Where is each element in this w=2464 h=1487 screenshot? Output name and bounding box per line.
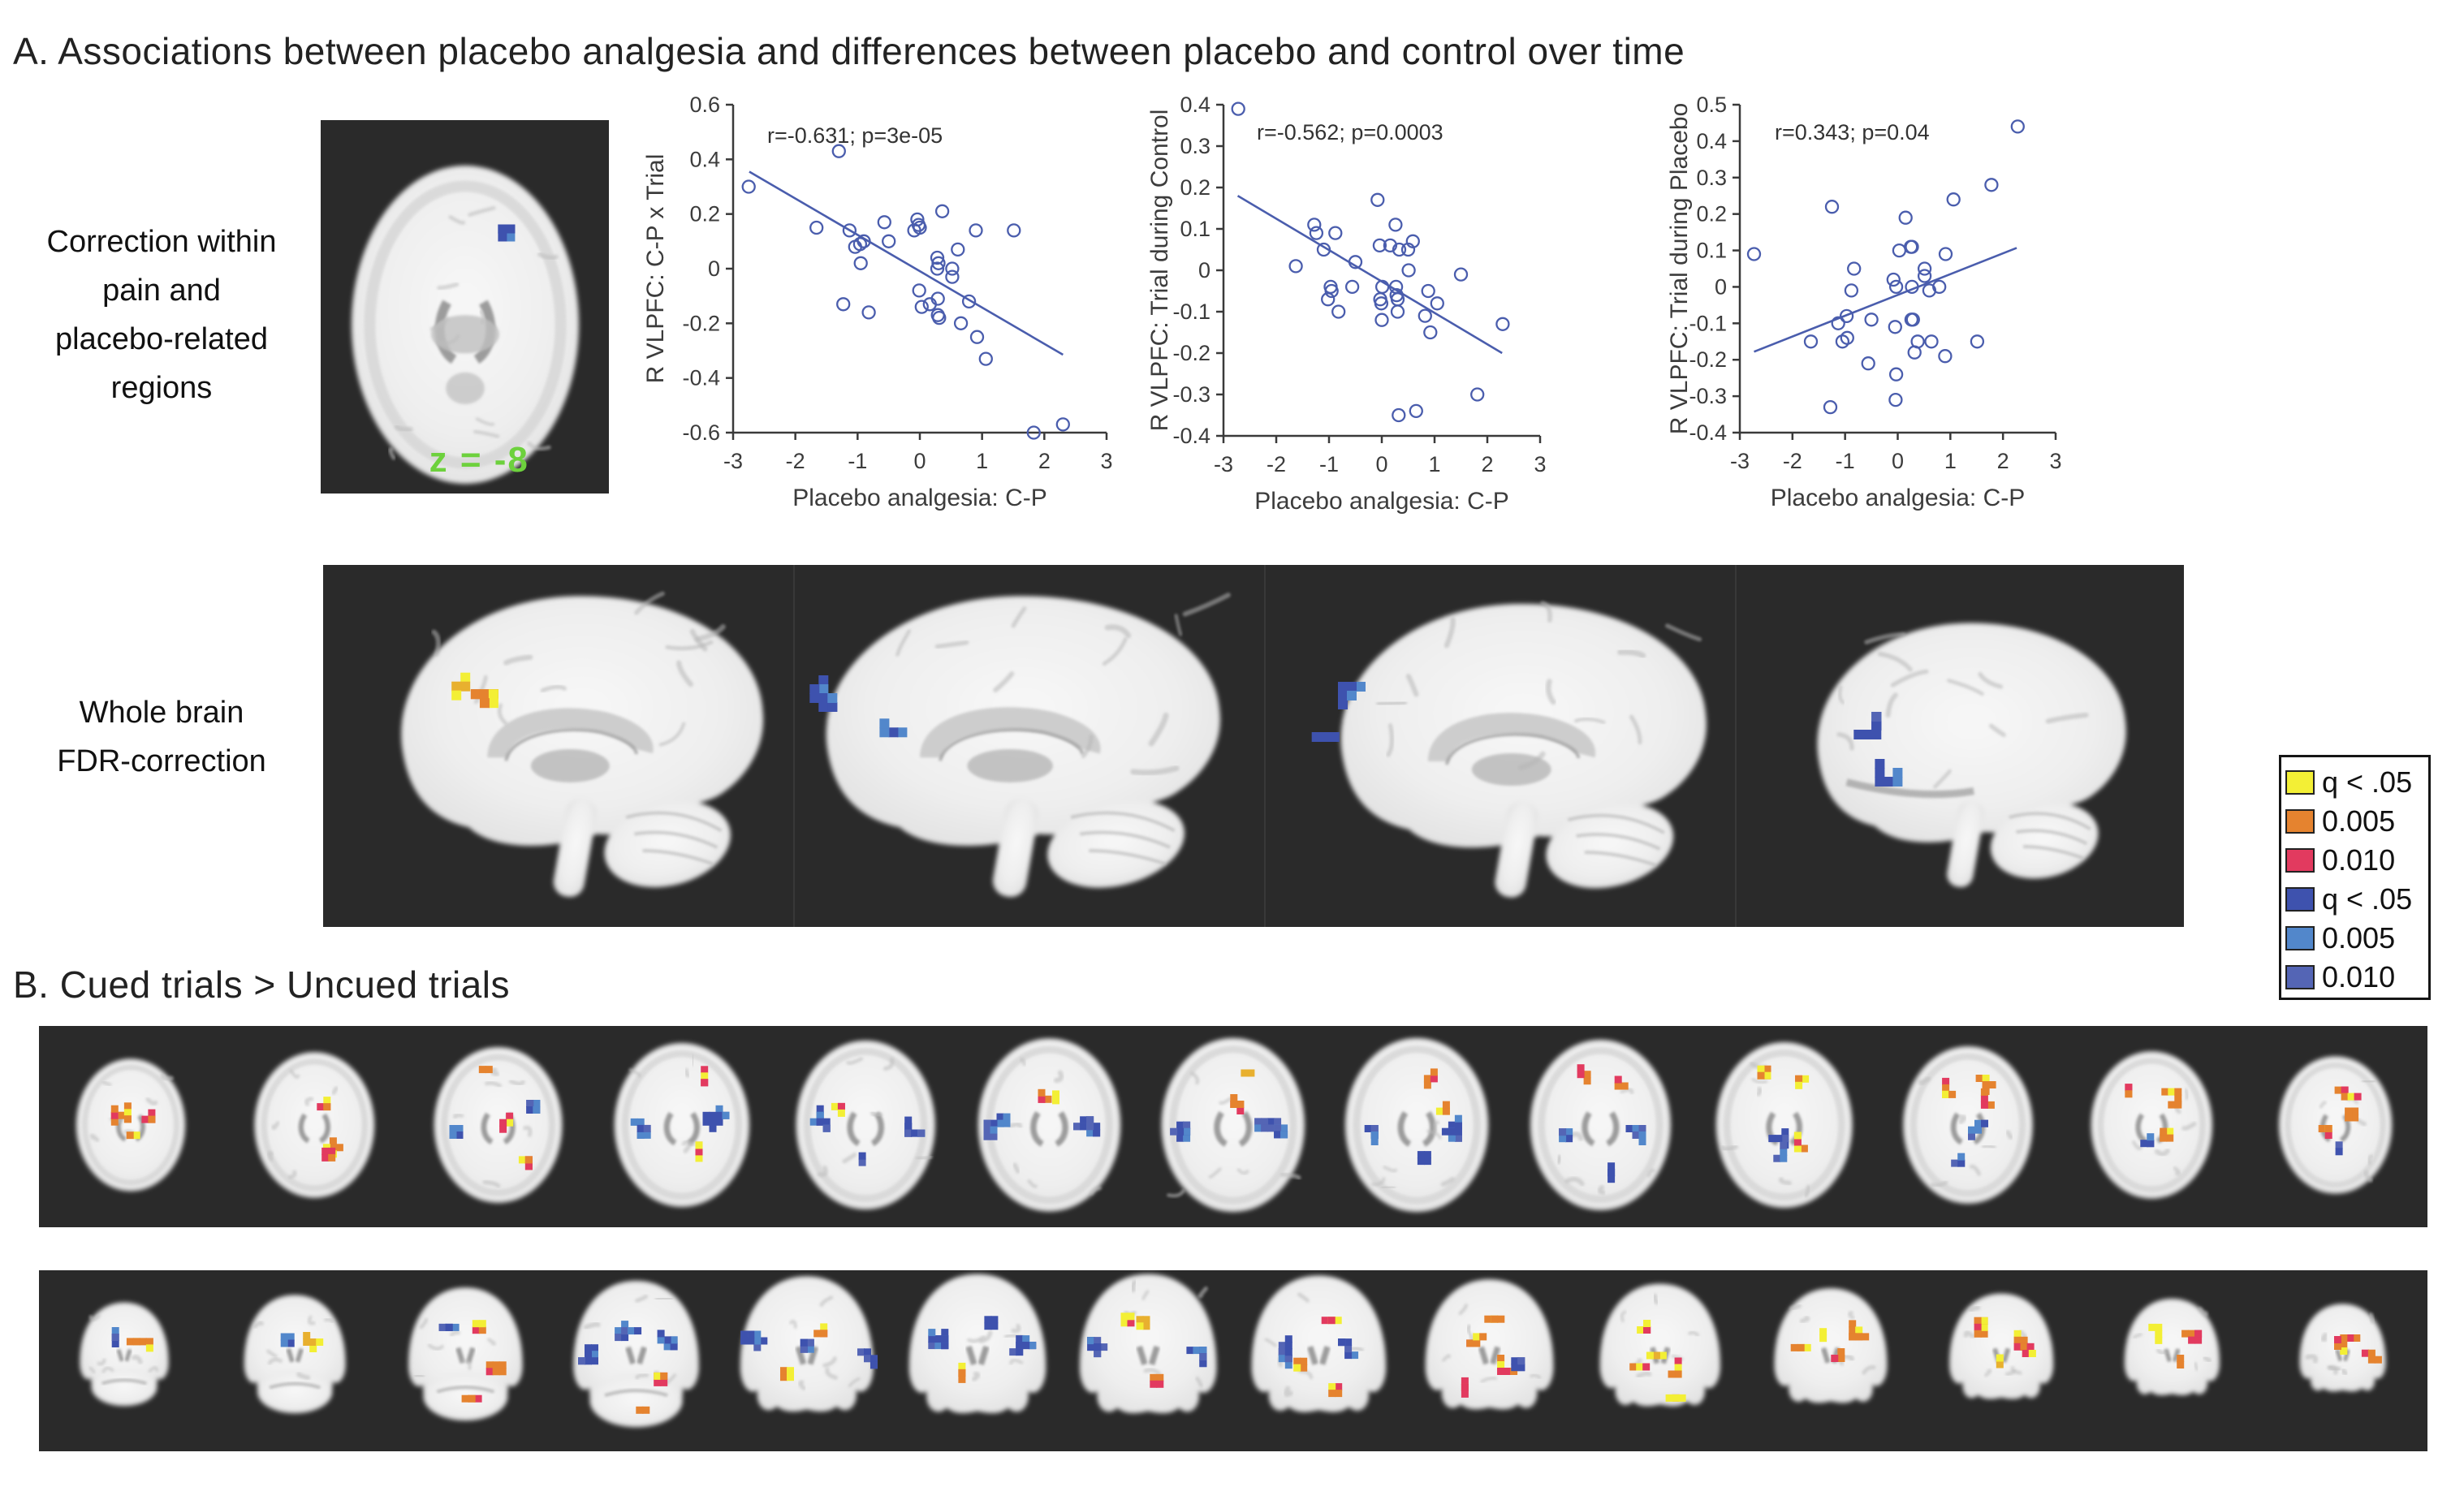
svg-text:1: 1: [976, 449, 988, 473]
scatter-trial-during-control: 0.4 0.3 0.2 0.1 0 -0.1 -0.2 -0.3 -0.4-3 -2 -1 0 1 2 3 P…: [1146, 93, 1547, 515]
svg-text:-0.4: -0.4: [1689, 420, 1727, 445]
svg-text:-3: -3: [723, 449, 743, 473]
svg-text:-0.6: -0.6: [682, 420, 720, 445]
coronal-montage-panel: [39, 1270, 2427, 1451]
svg-text:r=-0.562; p=0.0003: r=-0.562; p=0.0003: [1257, 120, 1443, 144]
legend-swatch-slateblue: [2285, 965, 2315, 989]
scatter-trial-during-placebo: 0.5 0.4 0.3 0.2 0.1 0 -0.1 -0.2 -0.3 -0.4-3 -2 -1 0 1…: [1666, 93, 2062, 511]
svg-text:0: 0: [708, 256, 720, 281]
svg-text:R VLPFC: C-P x Trial: R VLPFC: C-P x Trial: [642, 154, 669, 384]
sagittal-slices-panel: [323, 565, 2184, 927]
roi-label-line: regions: [110, 371, 213, 405]
svg-text:-0.2: -0.2: [1172, 341, 1210, 365]
svg-text:0.6: 0.6: [689, 93, 720, 117]
svg-text:0.3: 0.3: [1180, 134, 1210, 158]
svg-text:-0.3: -0.3: [1172, 382, 1210, 407]
legend-label: 0.010: [2322, 960, 2396, 993]
svg-text:r=0.343; p=0.04: r=0.343; p=0.04: [1775, 120, 1930, 144]
svg-text:0.3: 0.3: [1696, 166, 1727, 190]
svg-text:R VLPFC: Trial during Control: R VLPFC: Trial during Control: [1146, 110, 1173, 432]
svg-text:-0.2: -0.2: [682, 311, 720, 335]
scatter-cp-x-trial: 0.6 0.4 0.2 0 -0.2 -0.4 -0.6-3 -2 -1 0 1 2 3 Placebo …: [642, 93, 1113, 511]
svg-text:Placebo analgesia: C-P: Placebo analgesia: C-P: [792, 485, 1047, 511]
legend-swatch-blue: [2285, 926, 2315, 950]
svg-text:0: 0: [1198, 258, 1210, 282]
svg-text:-0.1: -0.1: [1172, 300, 1210, 324]
axial-montage-panel: [39, 1026, 2427, 1227]
svg-text:-0.3: -0.3: [1689, 384, 1727, 408]
section-b-title: B. Cued trials > Uncued trials: [13, 963, 510, 1006]
svg-text:-2: -2: [1783, 449, 1802, 473]
legend-label: 0.005: [2322, 921, 2396, 955]
legend-label: q < .05: [2322, 882, 2413, 916]
wholebrain-label-line: Whole brain: [79, 696, 244, 730]
threshold-legend: q < .05 0.005 0.010 q < .05 0.005 0.010: [2279, 755, 2431, 1000]
svg-text:2: 2: [1997, 449, 2009, 473]
svg-text:-3: -3: [1730, 449, 1750, 473]
legend-entry: q < .05: [2285, 880, 2428, 919]
svg-text:3: 3: [2049, 449, 2061, 473]
svg-text:-0.1: -0.1: [1689, 311, 1727, 335]
legend-entry: 0.005: [2285, 919, 2428, 958]
svg-text:Placebo analgesia: C-P: Placebo analgesia: C-P: [1254, 488, 1509, 515]
legend-entry: q < .05: [2285, 763, 2428, 802]
svg-text:0.2: 0.2: [689, 202, 720, 226]
svg-text:-0.2: -0.2: [1689, 347, 1727, 372]
svg-text:1: 1: [1944, 449, 1957, 473]
svg-text:-0.4: -0.4: [1172, 424, 1210, 448]
axial-brain-slice: [321, 120, 609, 494]
svg-text:-2: -2: [1267, 452, 1286, 476]
roi-label-line: pain and: [102, 274, 221, 308]
svg-text:0: 0: [1715, 274, 1727, 299]
svg-text:0.2: 0.2: [1696, 202, 1727, 226]
legend-swatch-yellow: [2285, 770, 2315, 795]
svg-text:0: 0: [913, 449, 926, 473]
svg-text:3: 3: [1534, 452, 1546, 476]
svg-text:3: 3: [1100, 449, 1112, 473]
svg-text:0.1: 0.1: [1180, 217, 1210, 241]
svg-text:0.4: 0.4: [1696, 129, 1727, 153]
svg-text:-1: -1: [1319, 452, 1339, 476]
legend-label: 0.005: [2322, 804, 2396, 838]
svg-text:-3: -3: [1214, 452, 1233, 476]
svg-text:2: 2: [1038, 449, 1051, 473]
row-label-roi-correction: Correction within pain and placebo-relat…: [6, 218, 317, 412]
legend-swatch-darkblue: [2285, 887, 2315, 912]
legend-swatch-orange: [2285, 809, 2315, 834]
svg-text:R VLPFC: Trial during Placebo: R VLPFC: Trial during Placebo: [1666, 103, 1693, 435]
svg-text:2: 2: [1481, 452, 1493, 476]
svg-text:0.4: 0.4: [689, 147, 720, 171]
svg-text:-1: -1: [848, 449, 867, 473]
section-a-title: A. Associations between placebo analgesi…: [13, 30, 1685, 72]
svg-text:0.2: 0.2: [1180, 175, 1210, 200]
legend-entry: 0.010: [2285, 841, 2428, 880]
roi-label-line: placebo-related: [55, 322, 268, 356]
legend-label: q < .05: [2322, 765, 2413, 799]
roi-label-line: Correction within: [46, 225, 277, 259]
svg-text:0: 0: [1375, 452, 1387, 476]
wholebrain-label-line: FDR-correction: [57, 744, 266, 778]
svg-text:r=-0.631; p=3e-05: r=-0.631; p=3e-05: [767, 123, 943, 148]
legend-swatch-red: [2285, 848, 2315, 873]
row-label-wholebrain: Whole brain FDR-correction: [6, 688, 317, 786]
axial-slice-panel: z = -8: [321, 120, 609, 494]
svg-text:0.1: 0.1: [1696, 239, 1727, 263]
slice-z-label: z = -8: [429, 440, 529, 480]
svg-text:-2: -2: [786, 449, 805, 473]
svg-text:0.4: 0.4: [1180, 93, 1210, 117]
svg-text:-0.4: -0.4: [682, 366, 720, 390]
legend-entry: 0.005: [2285, 802, 2428, 841]
svg-text:1: 1: [1428, 452, 1440, 476]
svg-text:Placebo analgesia: C-P: Placebo analgesia: C-P: [1771, 485, 2026, 511]
svg-text:0.5: 0.5: [1696, 93, 1727, 117]
legend-entry: 0.010: [2285, 958, 2428, 997]
legend-label: 0.010: [2322, 843, 2396, 877]
svg-text:-1: -1: [1836, 449, 1855, 473]
svg-text:0: 0: [1892, 449, 1904, 473]
